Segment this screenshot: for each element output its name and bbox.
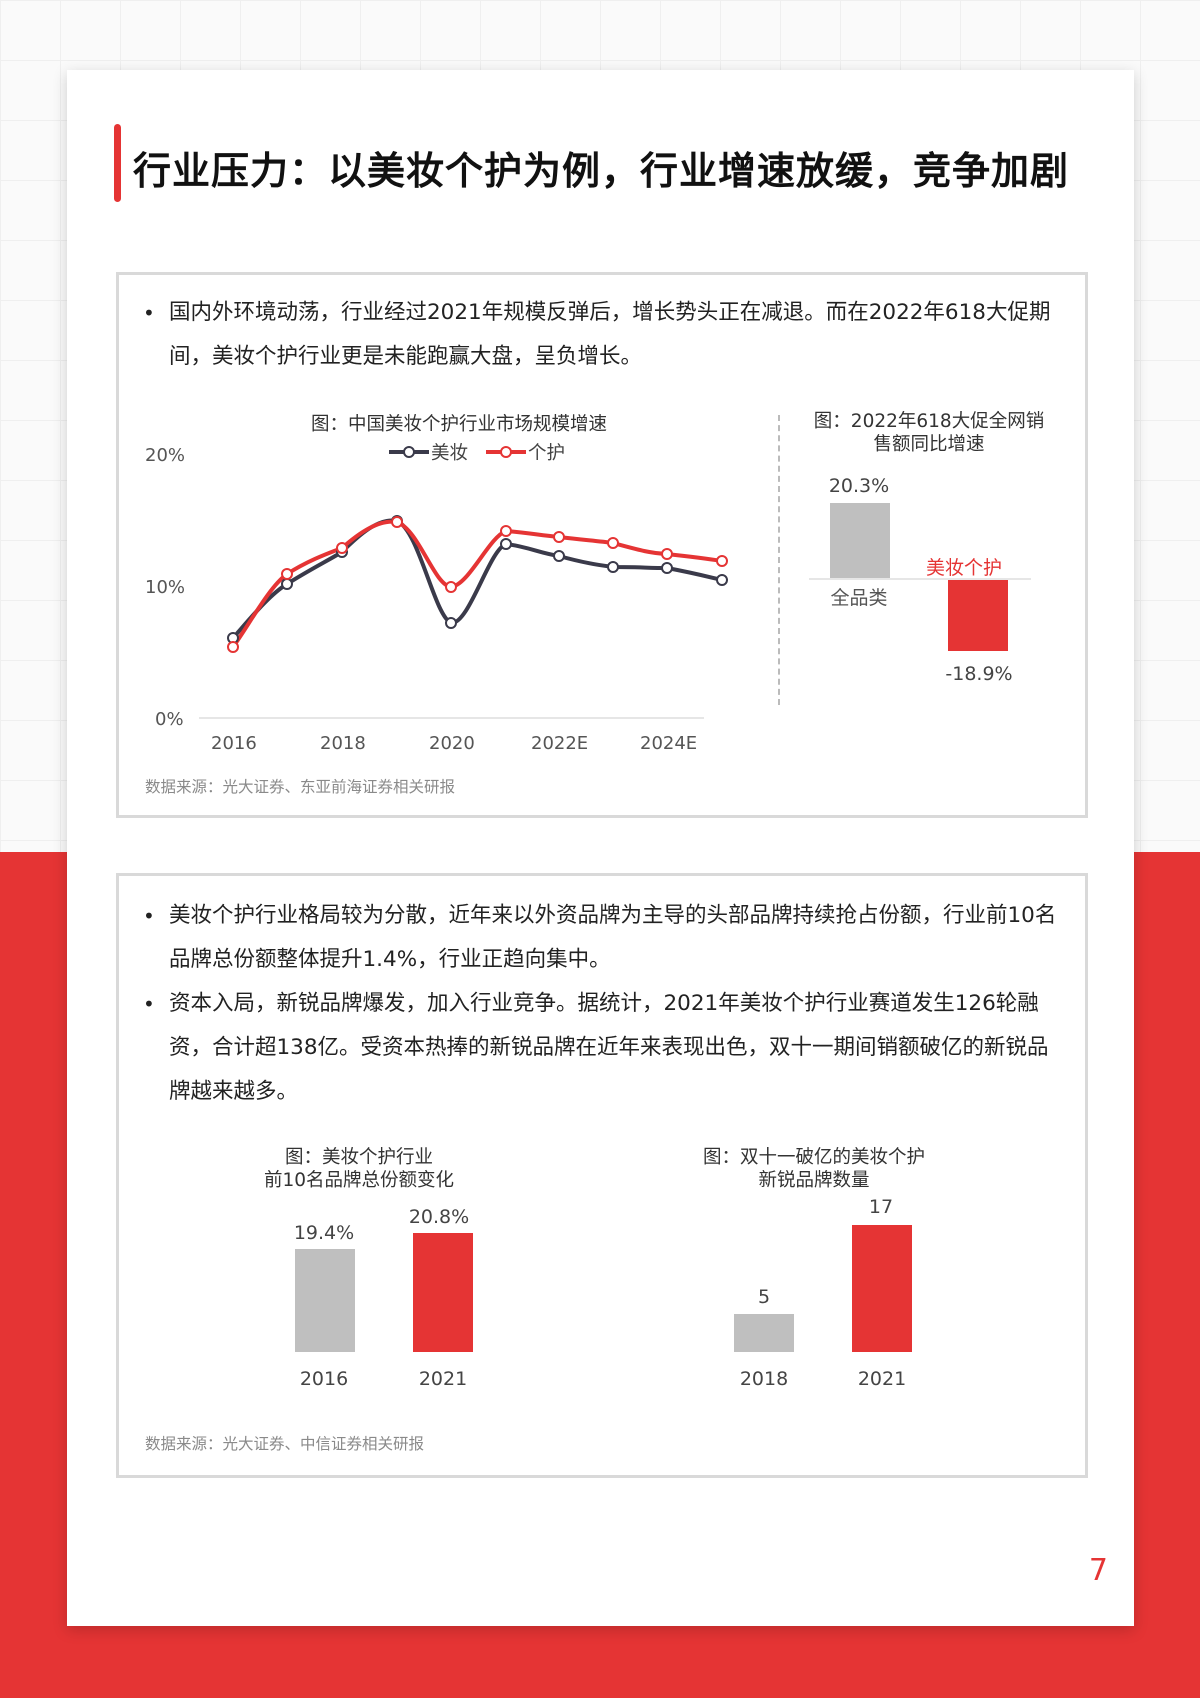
line-chart-title: 图：中国美妆个护行业市场规模增速 xyxy=(310,414,607,435)
bar-value: 17 xyxy=(868,1196,894,1218)
bullet-item: 美妆个护行业格局较为分散，近年来以外资品牌为主导的头部品牌持续抢占份额，行业前1… xyxy=(141,894,1061,982)
page-title: 行业压力：以美妆个护为例，行业增速放缓，竞争加剧 xyxy=(133,149,1070,193)
legend-item-meizhuang: 美妆 xyxy=(389,439,468,465)
data-source-note: 数据来源：光大证券、东亚前海证券相关研报 xyxy=(145,778,456,796)
bar-value: 20.8% xyxy=(408,1206,470,1228)
x-tick: 2018 xyxy=(320,733,366,754)
bar-value: 5 xyxy=(757,1286,771,1308)
data-source-note: 数据来源：光大证券、中信证券相关研报 xyxy=(145,1435,425,1453)
series-gehu-markers xyxy=(227,516,728,653)
x-tick: 2024E xyxy=(640,733,698,754)
bar-2021 xyxy=(413,1233,473,1352)
bar-all-categories xyxy=(830,503,890,578)
bar-category: 2018 xyxy=(739,1368,789,1390)
bar-2021 xyxy=(852,1225,912,1352)
bar-value: 19.4% xyxy=(293,1222,355,1244)
legend-label: 美妆 xyxy=(431,443,469,464)
line-chart-legend: 美妆 个护 xyxy=(389,439,565,465)
legend-label: 个护 xyxy=(528,443,566,464)
report-page: 行业压力：以美妆个护为例，行业增速放缓，竞争加剧 国内外环境动荡，行业经过202… xyxy=(67,70,1134,1626)
bar-2016 xyxy=(295,1249,355,1352)
bar-category: 2016 xyxy=(299,1368,349,1390)
zero-baseline xyxy=(809,578,1031,580)
title-line: 售额同比增速 xyxy=(873,434,985,455)
series-meizhuang-markers xyxy=(227,515,728,644)
bar-2018 xyxy=(734,1314,794,1352)
legend-line-red-icon xyxy=(486,446,527,458)
legend-line-dark-icon xyxy=(389,446,429,458)
new-brands-chart-title: 图：双十一破亿的美妆个护 新锐品牌数量 xyxy=(684,1146,944,1192)
x-tick: 2022E xyxy=(531,733,589,754)
y-tick: 0% xyxy=(155,709,184,730)
legend-item-gehu: 个护 xyxy=(486,439,565,465)
bar-category: 全品类 xyxy=(830,587,888,609)
page-number: 7 xyxy=(1088,1553,1108,1588)
top10-share-chart-title: 图：美妆个护行业 前10名品牌总份额变化 xyxy=(229,1146,489,1192)
bar-value: 20.3% xyxy=(828,475,890,497)
chart-divider xyxy=(778,415,780,705)
bar-category: 2021 xyxy=(418,1368,468,1390)
bar-chart-618-title: 图：2022年618大促全网销 售额同比增速 xyxy=(799,410,1059,456)
bar-category: 美妆个护 xyxy=(925,557,1002,579)
bar-beauty-personal-care xyxy=(948,580,1008,651)
bullet-item: 国内外环境动荡，行业经过2021年规模反弹后，增长势头正在减退。而在2022年6… xyxy=(141,291,1061,379)
title-line: 图：双十一破亿的美妆个护 xyxy=(702,1147,925,1168)
x-tick: 2016 xyxy=(211,733,257,754)
title-line: 图：美妆个护行业 xyxy=(284,1147,433,1168)
bullet-list: 国内外环境动荡，行业经过2021年规模反弹后，增长势头正在减退。而在2022年6… xyxy=(141,291,1061,379)
section-competition: 美妆个护行业格局较为分散，近年来以外资品牌为主导的头部品牌持续抢占份额，行业前1… xyxy=(116,873,1088,1478)
bar-value: -18.9% xyxy=(945,663,1013,685)
title-line: 前10名品牌总份额变化 xyxy=(263,1170,455,1191)
x-tick: 2020 xyxy=(429,733,475,754)
bar-category: 2021 xyxy=(857,1368,907,1390)
line-chart-plot xyxy=(199,515,728,719)
bullet-list: 美妆个护行业格局较为分散，近年来以外资品牌为主导的头部品牌持续抢占份额，行业前1… xyxy=(141,894,1061,1114)
section-market-growth: 国内外环境动荡，行业经过2021年规模反弹后，增长势头正在减退。而在2022年6… xyxy=(116,272,1088,818)
y-tick: 10% xyxy=(145,577,186,598)
y-tick: 20% xyxy=(145,445,186,466)
title-line: 图：2022年618大促全网销 xyxy=(813,411,1045,432)
bullet-item: 资本入局，新锐品牌爆发，加入行业竞争。据统计，2021年美妆个护行业赛道发生12… xyxy=(141,982,1061,1114)
title-line: 新锐品牌数量 xyxy=(758,1170,870,1191)
title-accent-bar xyxy=(114,124,121,202)
